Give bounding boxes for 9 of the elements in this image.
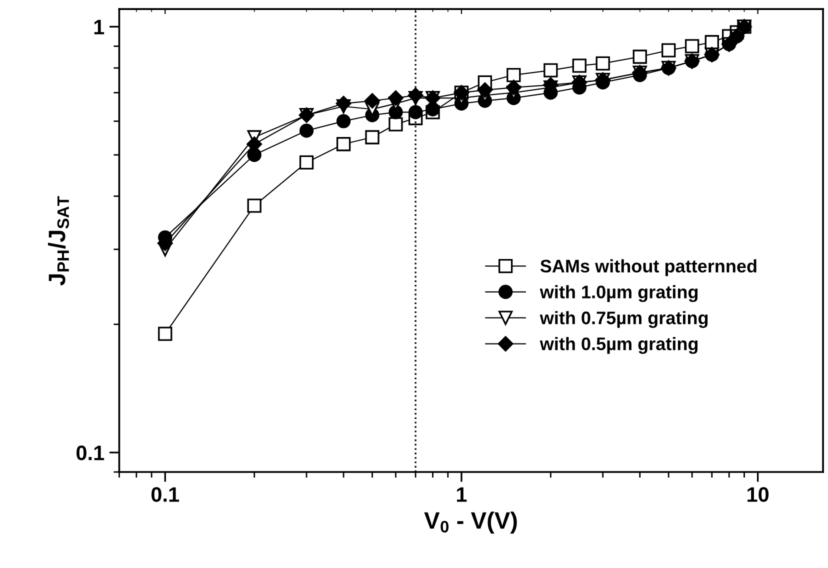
x-axis-title: V$_{0}$ - V(V): [424, 512, 517, 534]
legend-label: with 0.5µm grating: [540, 337, 698, 354]
x-tick-label: 0.1: [151, 487, 180, 502]
x-tick-label: 1: [456, 487, 467, 502]
legend-label: with 0.75µm grating: [540, 311, 708, 328]
legend-label: SAMs without patternned: [540, 259, 756, 276]
y-axis-title: J$_{PH}$/J$_{SAT}$: [48, 196, 70, 286]
legend-label: with 1.0µm grating: [540, 285, 698, 302]
x-tick-label: 10: [748, 487, 769, 502]
